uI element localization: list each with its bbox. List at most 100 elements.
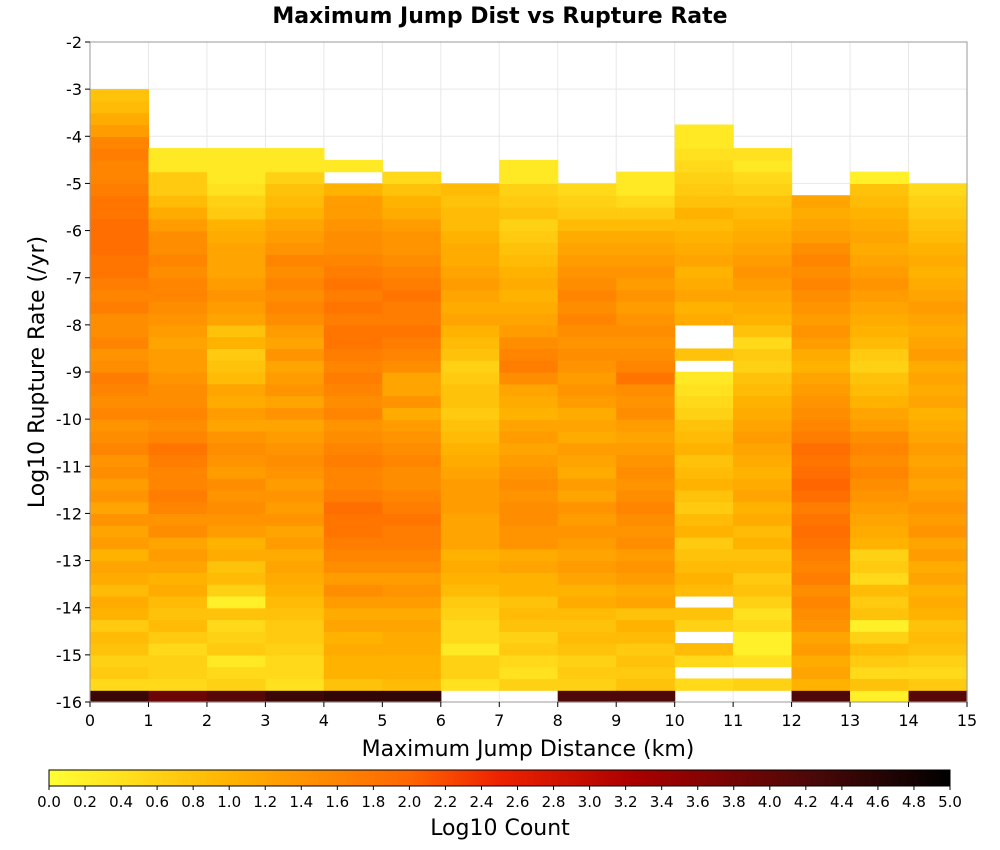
heatmap-cell: [850, 489, 910, 503]
heatmap-cell: [674, 419, 734, 432]
heatmap-cell: [908, 513, 968, 526]
heatmap-cell: [733, 572, 793, 585]
colorbar-tick-label: 4.6: [866, 793, 890, 811]
heatmap-cell: [440, 372, 500, 385]
colorbar-tick-label: 2.2: [434, 793, 458, 811]
heatmap-cell: [674, 242, 734, 255]
heatmap-cell: [382, 336, 442, 350]
heatmap-cell: [90, 148, 150, 161]
heatmap-cell: [323, 489, 383, 503]
heatmap-cell: [616, 218, 676, 232]
heatmap-cell: [557, 407, 617, 420]
heatmap-cell: [791, 336, 851, 350]
heatmap-cell: [265, 348, 325, 361]
colorbar-tick-label: 1.0: [217, 793, 241, 811]
heatmap-cell: [616, 619, 676, 632]
heatmap-cell: [206, 619, 266, 632]
heatmap-cell: [557, 265, 617, 279]
heatmap-cell: [557, 548, 617, 562]
heatmap-cell: [323, 595, 383, 609]
heatmap-cell: [557, 419, 617, 432]
x-tick-label: 5: [377, 711, 387, 730]
heatmap-cell: [616, 572, 676, 585]
heatmap-cell: [499, 301, 559, 314]
y-tick-label: -2: [66, 33, 82, 52]
heatmap-cell: [90, 501, 150, 515]
heatmap-cell: [557, 466, 617, 479]
heatmap-cell: [440, 348, 500, 361]
heatmap-cell: [440, 360, 500, 373]
heatmap-cell: [90, 89, 150, 102]
heatmap-cell: [148, 348, 208, 361]
heatmap-cell: [791, 430, 851, 444]
heatmap-cell: [440, 607, 500, 621]
heatmap-cell: [674, 207, 734, 220]
heatmap-cell: [499, 513, 559, 526]
heatmap-cell: [850, 360, 910, 373]
heatmap-cell: [323, 183, 383, 196]
heatmap-cell: [499, 372, 559, 385]
heatmap-cell: [382, 242, 442, 255]
heatmap-cell: [499, 631, 559, 644]
heatmap-cell: [791, 207, 851, 220]
heatmap-cell: [148, 254, 208, 267]
heatmap-cell: [850, 183, 910, 196]
heatmap-cell: [499, 230, 559, 243]
heatmap-cell: [90, 218, 150, 232]
y-tick-label: -9: [66, 363, 82, 382]
heatmap-cell: [148, 631, 208, 644]
colorbar-tick-label: 2.6: [506, 793, 530, 811]
heatmap-cell: [265, 230, 325, 243]
heatmap-cell: [90, 254, 150, 267]
heatmap-cell: [557, 230, 617, 243]
heatmap-cell: [90, 136, 150, 149]
heatmap-cell: [616, 301, 676, 314]
heatmap-cell: [850, 254, 910, 267]
heatmap-cell: [206, 383, 266, 397]
heatmap-cell: [382, 584, 442, 597]
heatmap-cell: [148, 489, 208, 503]
heatmap-cell: [674, 584, 734, 597]
colorbar-tick-label: 0.6: [145, 793, 169, 811]
heatmap-cell: [908, 265, 968, 279]
heatmap-cell: [323, 572, 383, 585]
heatmap-cell: [499, 572, 559, 585]
heatmap-cell: [616, 183, 676, 196]
heatmap-cell: [148, 595, 208, 609]
heatmap-cell: [206, 643, 266, 656]
heatmap-cell: [674, 548, 734, 562]
heatmap-cell: [908, 230, 968, 243]
heatmap-cell: [323, 159, 383, 173]
heatmap-cell: [908, 454, 968, 467]
heatmap-cell: [733, 407, 793, 420]
heatmap-cell: [382, 666, 442, 680]
heatmap-cell: [323, 230, 383, 243]
heatmap-cell: [791, 360, 851, 373]
heatmap-cell: [791, 407, 851, 420]
heatmap-cell: [557, 254, 617, 267]
heatmap-cell: [90, 419, 150, 432]
heatmap-cell: [323, 289, 383, 302]
heatmap-cell: [90, 407, 150, 420]
heatmap-cell: [616, 430, 676, 444]
heatmap-cell: [674, 395, 734, 408]
heatmap-cell: [90, 242, 150, 255]
heatmap-cell: [791, 242, 851, 255]
heatmap-cell: [382, 383, 442, 397]
heatmap-cell: [499, 454, 559, 467]
heatmap-cell: [148, 360, 208, 373]
heatmap-cell: [850, 442, 910, 456]
heatmap-cell: [382, 631, 442, 644]
heatmap-cell: [733, 489, 793, 503]
heatmap-cell: [323, 584, 383, 597]
heatmap-cell: [733, 419, 793, 432]
heatmap-cell: [557, 383, 617, 397]
heatmap-cell: [850, 607, 910, 621]
heatmap-cell: [382, 277, 442, 291]
heatmap-cell: [850, 301, 910, 314]
heatmap-cell: [440, 277, 500, 291]
heatmap-cell: [499, 218, 559, 232]
heatmap-cell: [908, 218, 968, 232]
heatmap-cell: [206, 537, 266, 550]
x-tick-label: 14: [898, 711, 918, 730]
